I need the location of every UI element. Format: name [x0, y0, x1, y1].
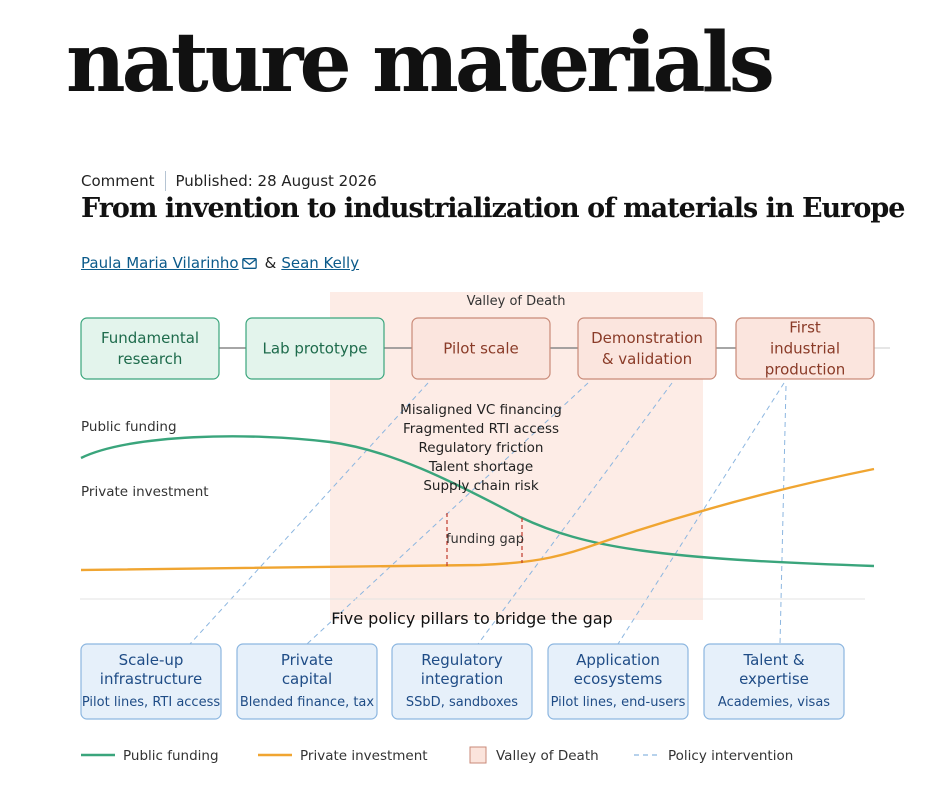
legend-item: Public funding [81, 748, 219, 764]
private-investment-label: Private investment [81, 484, 209, 500]
pillar-subtitle: Blended finance, tax [240, 695, 375, 710]
author-link-2[interactable]: Sean Kelly [281, 254, 360, 272]
stage-box: Demonstration & validation [577, 317, 717, 380]
policy-intervention-line [617, 382, 785, 645]
policy-intervention-line [477, 382, 673, 645]
meta-divider [164, 171, 166, 191]
mail-icon[interactable] [241, 257, 257, 269]
stage-label: Demonstration & validation [591, 329, 703, 368]
pillar-subtitle: Pilot lines, RTI access [82, 695, 220, 710]
published-date: Published: 28 August 2026 [175, 172, 377, 190]
author-separator: & [264, 254, 277, 272]
legend-item: Policy intervention [634, 748, 793, 764]
legend-item: Private investment [258, 748, 428, 764]
pillar-subtitle: Academies, visas [718, 695, 830, 710]
stage-box: Pilot scale [411, 317, 551, 380]
pillar-subtitle: Pilot lines, end-users [551, 695, 686, 710]
legend-label: Private investment [300, 748, 428, 764]
stage-label: Lab prototype [263, 340, 368, 358]
public-funding-curve [80, 435, 875, 568]
article-type: Comment [81, 172, 155, 190]
stage-label: First industrial production [765, 319, 846, 379]
pillar-title: Regulatory integration [421, 651, 503, 688]
barrier-item: Talent shortage [428, 459, 533, 475]
article-title: From invention to industrialization of m… [81, 193, 905, 224]
pillar-title: Application ecosystems [574, 651, 663, 688]
public-funding-label: Public funding [81, 419, 177, 435]
policy-pillar: Talent & expertise Academies, visas [703, 643, 845, 720]
funding-gap-label: funding gap [446, 532, 524, 547]
legend-item: Valley of Death [469, 746, 599, 764]
stage-box: Lab prototype [245, 317, 385, 380]
valley-of-death-label: Valley of Death [467, 294, 566, 309]
stage-label: Pilot scale [443, 340, 519, 358]
policy-pillar: Scale-up infrastructure Pilot lines, RTI a… [80, 643, 222, 720]
legend-label: Public funding [123, 748, 219, 764]
stage-box: Fundamental research [80, 317, 220, 380]
pillars-title: Five policy pillars to bridge the gap [331, 609, 612, 628]
policy-intervention-line [779, 385, 787, 645]
barrier-item: Regulatory friction [419, 440, 544, 456]
article-meta: Comment Published: 28 August 2026 [81, 171, 377, 191]
stage-label: Fundamental research [101, 329, 199, 368]
barrier-item: Misaligned VC financing [400, 402, 562, 418]
stage-box: First industrial production [735, 317, 875, 380]
pillar-title: Talent & expertise [739, 651, 809, 688]
pillar-title: Private capital [281, 651, 333, 688]
legend-swatch [469, 746, 487, 764]
author-link-1[interactable]: Paula Maria Vilarinho [81, 254, 239, 272]
pillar-subtitle: SSbD, sandboxes [406, 695, 518, 710]
author-list: Paula Maria Vilarinho & Sean Kelly [81, 254, 359, 272]
pillar-title: Scale-up infrastructure [100, 651, 202, 688]
policy-pillar: Regulatory integration SSbD, sandboxes [391, 643, 533, 720]
barrier-item: Supply chain risk [423, 478, 538, 494]
legend-label: Policy intervention [668, 748, 793, 764]
policy-pillar: Private capital Blended finance, tax [236, 643, 378, 720]
policy-pillar: Application ecosystems Pilot lines, end-us… [547, 643, 689, 720]
policy-intervention-line [189, 382, 429, 645]
journal-logo[interactable]: nature materials [66, 15, 775, 111]
legend-label: Valley of Death [496, 748, 599, 764]
barrier-item: Fragmented RTI access [403, 421, 559, 437]
private-investment-curve [80, 467, 875, 572]
